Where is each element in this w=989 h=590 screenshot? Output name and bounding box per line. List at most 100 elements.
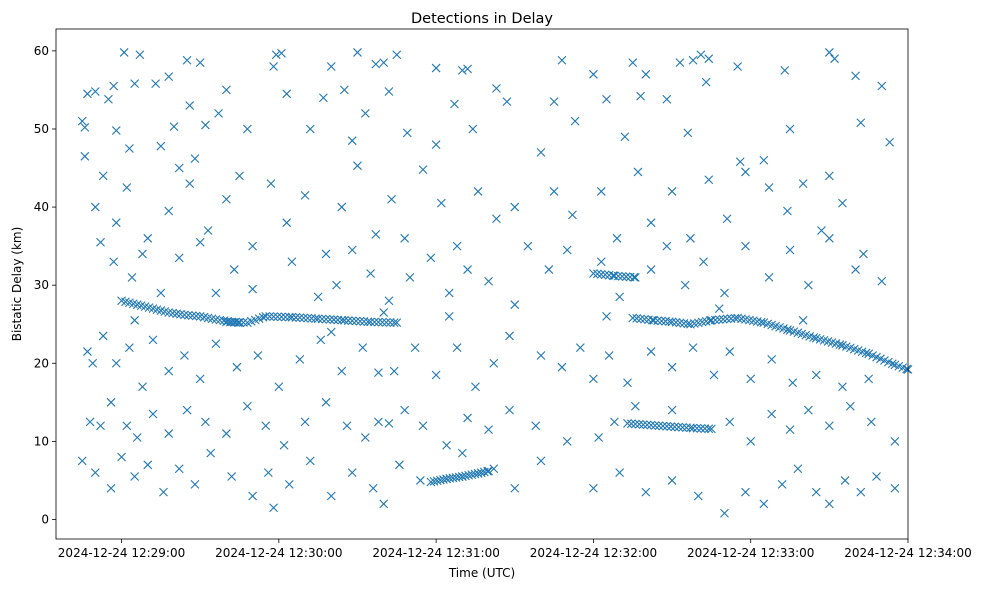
data-point-marker	[686, 233, 695, 243]
data-point-marker	[457, 448, 467, 458]
data-point-marker	[370, 317, 379, 327]
x-tick-label: 2024-12-24 12:29:00	[58, 546, 185, 560]
data-point-marker	[783, 206, 792, 216]
data-point-marker	[130, 472, 140, 481]
data-point-marker	[77, 116, 87, 126]
data-point-marker	[845, 401, 855, 411]
data-point-marker	[98, 171, 108, 181]
data-point-marker	[628, 313, 638, 323]
data-point-marker	[613, 271, 623, 281]
data-point-marker	[215, 315, 225, 325]
data-point-marker	[688, 343, 698, 353]
data-point-marker	[523, 241, 533, 251]
data-point-marker	[185, 101, 195, 110]
data-point-marker	[253, 351, 263, 360]
data-point-marker	[235, 171, 244, 181]
data-point-marker	[337, 366, 347, 376]
data-point-marker	[557, 362, 567, 372]
data-point-marker	[492, 83, 501, 93]
plot-frame	[55, 28, 909, 540]
data-point-marker	[351, 316, 361, 326]
data-point-marker	[759, 155, 769, 165]
data-point-marker	[130, 315, 140, 325]
data-point-marker	[90, 202, 100, 212]
data-point-marker	[195, 237, 205, 247]
data-point-marker	[431, 140, 441, 149]
data-point-marker	[379, 58, 389, 67]
data-point-marker	[568, 210, 577, 220]
data-point-marker	[596, 269, 606, 279]
data-point-marker	[174, 253, 184, 263]
data-point-marker	[824, 171, 834, 181]
data-point-marker	[431, 63, 441, 73]
data-point-marker	[536, 351, 546, 360]
data-point-marker	[232, 362, 242, 372]
data-point-marker	[211, 315, 221, 324]
data-point-marker	[570, 116, 580, 126]
data-point-marker	[190, 479, 200, 489]
data-point-marker	[484, 466, 493, 476]
data-point-marker	[473, 187, 483, 196]
data-point-marker	[182, 405, 192, 415]
data-point-marker	[271, 50, 281, 60]
data-point-marker	[562, 245, 572, 255]
data-point-marker	[235, 318, 244, 328]
data-point-marker	[484, 276, 493, 286]
data-point-marker	[106, 397, 116, 407]
data-point-marker	[203, 226, 213, 235]
data-point-marker	[706, 424, 716, 434]
data-point-marker	[374, 368, 383, 378]
data-point-marker	[840, 476, 850, 485]
data-point-marker	[621, 272, 631, 282]
data-point-marker	[222, 85, 231, 95]
data-point-marker	[132, 433, 142, 442]
data-point-marker	[347, 316, 357, 326]
data-point-marker	[311, 314, 320, 323]
data-point-marker	[696, 424, 706, 433]
data-point-marker	[783, 325, 792, 335]
y-tick-label: 10	[34, 434, 49, 448]
data-point-marker	[856, 487, 866, 497]
data-point-marker	[191, 311, 201, 321]
data-point-marker	[463, 413, 472, 423]
data-point-marker	[653, 316, 663, 326]
data-point-marker	[714, 304, 724, 313]
x-tick-label: 2024-12-24 12:32:00	[530, 546, 657, 560]
data-point-marker	[410, 343, 420, 353]
data-point-marker	[600, 270, 610, 280]
data-point-marker	[824, 499, 834, 509]
data-point-marker	[305, 124, 315, 134]
y-tick-label: 50	[34, 122, 49, 136]
data-point-marker	[143, 233, 153, 243]
data-point-marker	[596, 257, 606, 267]
data-point-marker	[722, 214, 732, 224]
data-point-marker	[326, 62, 336, 71]
data-point-marker	[88, 358, 98, 368]
chart-title: Detections in Delay	[411, 11, 553, 27]
data-point-marker	[269, 503, 278, 513]
data-point-marker	[793, 464, 803, 474]
data-point-marker	[596, 187, 606, 196]
data-point-marker	[859, 249, 868, 259]
data-point-marker	[662, 94, 672, 104]
data-point-marker	[536, 148, 546, 157]
data-point-marker	[851, 71, 860, 81]
data-point-marker	[741, 487, 750, 497]
data-point-marker	[174, 464, 184, 474]
data-point-marker	[594, 433, 604, 442]
data-point-marker	[274, 382, 284, 392]
data-point-marker	[305, 456, 315, 466]
data-point-marker	[864, 374, 874, 384]
data-point-marker	[185, 179, 195, 189]
data-point-marker	[741, 241, 750, 251]
data-point-marker	[180, 351, 189, 360]
data-point-marker	[77, 456, 87, 466]
data-point-marker	[182, 55, 192, 65]
data-point-marker	[718, 314, 728, 324]
data-point-marker	[767, 409, 777, 419]
data-point-marker	[680, 280, 690, 290]
data-point-marker	[229, 265, 239, 274]
data-point-marker	[321, 314, 331, 324]
data-point-marker	[634, 419, 644, 429]
data-point-marker	[824, 421, 834, 431]
